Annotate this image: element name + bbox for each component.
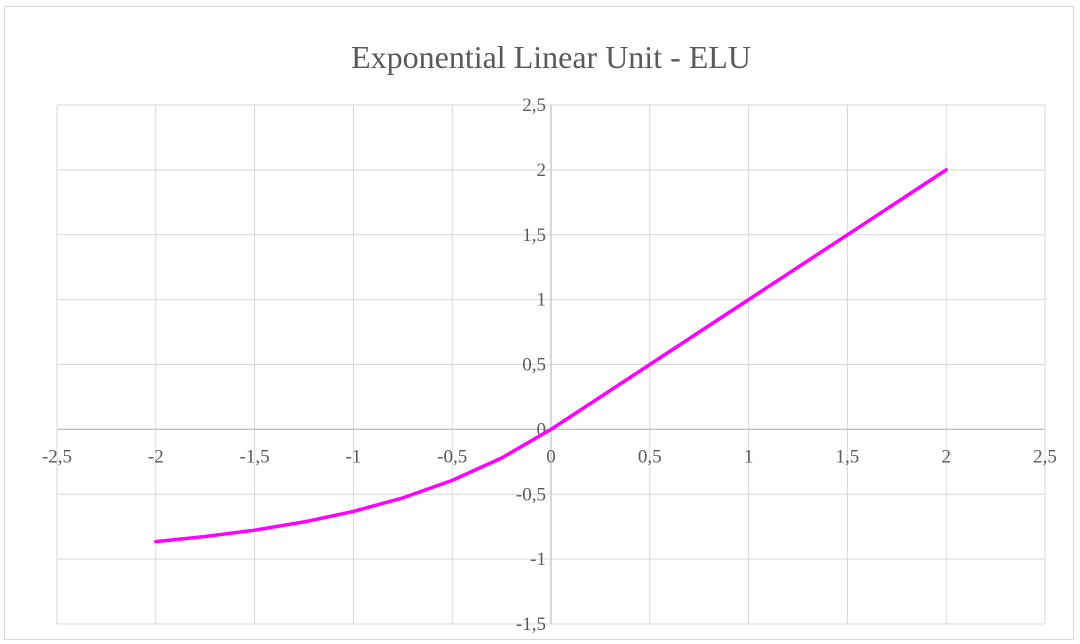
x-tick-label: 1,5 [836,446,860,467]
y-tick-label: 2,5 [522,95,546,116]
x-tick-label: 0 [546,446,556,467]
y-tick-label: 1,5 [522,225,546,246]
y-tick-label: -1,5 [516,614,546,635]
chart-title: Exponential Linear Unit - ELU [351,39,751,75]
x-tick-label: -2 [148,446,164,467]
y-tick-label: 1 [537,290,547,311]
x-tick-label: 2 [941,446,951,467]
elu-series-line [154,168,948,544]
x-tick-label: -1 [345,446,361,467]
x-tick-label: 1 [744,446,754,467]
series-group [154,168,948,544]
x-tick-label: 2,5 [1033,446,1057,467]
y-tick-label: 0 [537,419,547,440]
y-tick-label: -0,5 [516,484,546,505]
y-tick-label: 2 [537,160,547,181]
x-tick-label: -0,5 [437,446,467,467]
x-tick-label: 0,5 [638,446,662,467]
y-tick-label: 0,5 [522,355,546,376]
y-tick-label: -1 [530,549,546,570]
x-tick-labels: -2,5 -2 -1,5 -1 -0,5 0 0,5 1 1,5 2 2,5 [42,446,1057,467]
chart-area [4,6,1074,640]
x-tick-label: -2,5 [42,446,72,467]
x-tick-label: -1,5 [240,446,270,467]
y-tick-labels: -1,5 -1 -0,5 0 0,5 1 1,5 2 2,5 [516,95,546,635]
